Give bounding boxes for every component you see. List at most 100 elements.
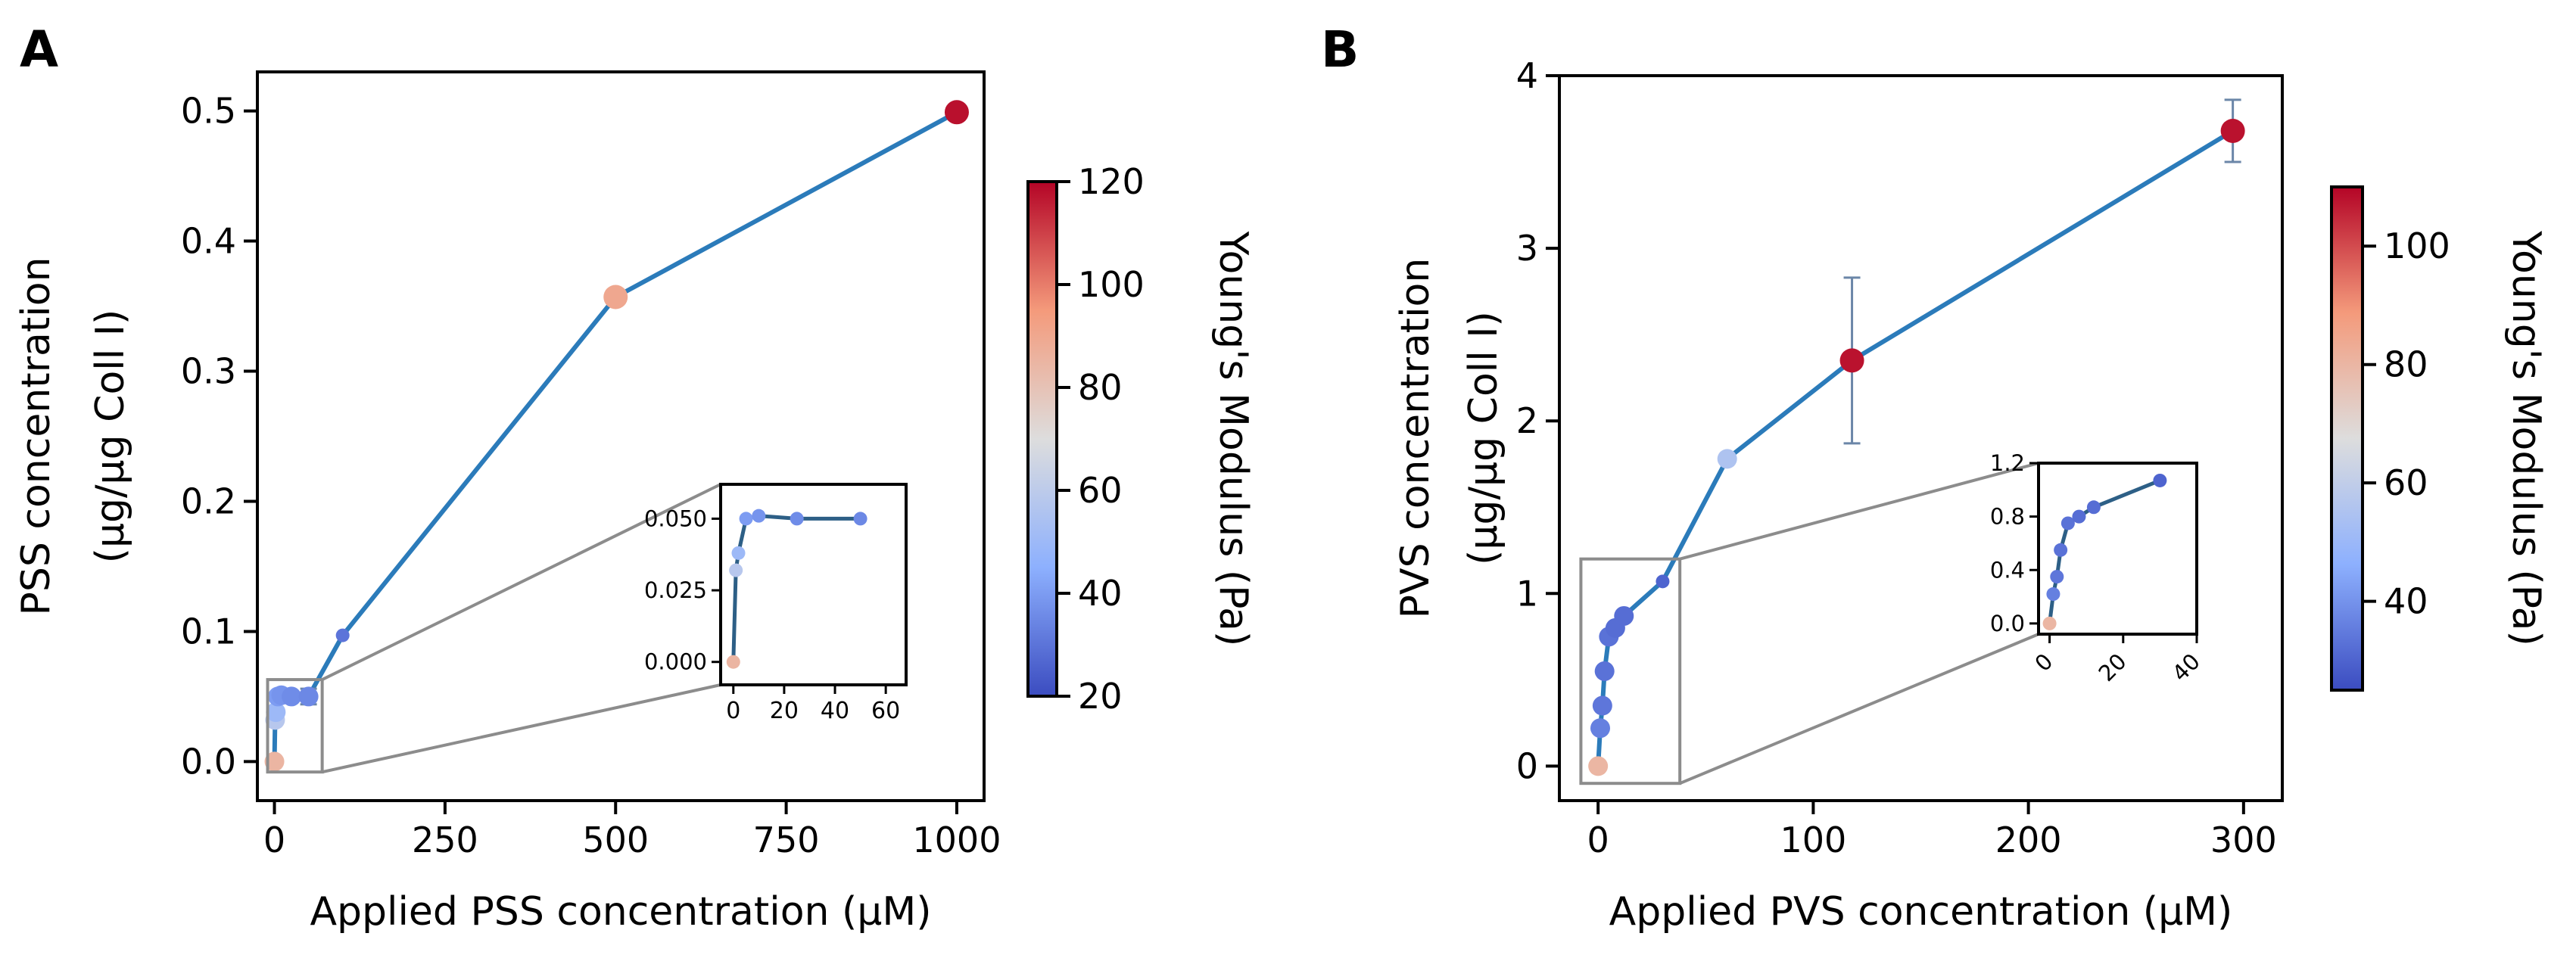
inset-data-point <box>726 655 740 669</box>
inset-data-point <box>2050 570 2064 584</box>
colorbar-gradient <box>2330 185 2364 692</box>
inset-data-point <box>731 546 746 560</box>
inset-data-point <box>2060 516 2075 530</box>
inset-data-point <box>2046 587 2060 602</box>
inset-x-tick-label: 20 <box>2094 649 2132 686</box>
inset-data-point <box>790 512 804 526</box>
inset-x-tick-label: 20 <box>770 698 799 724</box>
y-tick-label: 0.0 <box>181 741 236 782</box>
inset-y-tick-label: 0.050 <box>644 505 707 531</box>
y-tick-label: 0.1 <box>181 611 236 652</box>
inset-chart: 0 20 40 60 0.000 0.025 0.050 <box>644 483 908 724</box>
y-tick-label: 2 <box>1516 400 1538 441</box>
inset-data-point <box>2072 509 2086 524</box>
colorbar-tick-label: 40 <box>2384 581 2428 622</box>
colorbar-tick-label: 100 <box>1078 264 1145 305</box>
inset-y-tick-label: 0.0 <box>1990 611 2025 636</box>
inset-x-tick-label: 60 <box>871 698 900 724</box>
y-tick-label: 0.4 <box>181 221 236 262</box>
colorbar-tick-label: 60 <box>1078 470 1123 511</box>
inset-y-tick-label: 0.025 <box>644 577 707 603</box>
data-point <box>282 686 302 707</box>
chart-panel-a: A0 250 500 750 10000.00.10.20.30.40.5Applied… <box>14 20 1256 935</box>
x-tick-label: 750 <box>753 820 820 860</box>
data-point <box>335 628 350 642</box>
colorbar: 40 60 80 100 Young's Modulus (Pa) <box>2330 185 2549 692</box>
data-point <box>1594 661 1615 681</box>
data-point <box>1656 574 1670 589</box>
colorbar-tick-label: 60 <box>2384 462 2428 503</box>
data-point <box>2220 118 2245 143</box>
y-tick-label: 0.2 <box>181 481 236 521</box>
data-point <box>1614 605 1634 626</box>
x-tick-label: 300 <box>2210 820 2277 860</box>
inset-data-point <box>2153 473 2167 487</box>
data-point <box>1839 348 1864 373</box>
zoom-source-box <box>1579 557 1682 785</box>
zoom-source-box <box>266 678 324 774</box>
series-line-pvs <box>1596 129 2235 767</box>
inset-data-point <box>853 512 867 526</box>
plot-frame <box>1558 74 2284 802</box>
colorbar-tick-label: 20 <box>1078 676 1123 717</box>
zoom-connector-line <box>322 683 721 774</box>
inset-data-point <box>729 563 743 577</box>
colorbar-tick-label: 40 <box>1078 573 1123 614</box>
data-point <box>603 285 628 310</box>
inset-y-tick-label: 1.2 <box>1990 450 2025 476</box>
y-tick-label: 0.3 <box>181 351 236 392</box>
inset-y-tick-label: 0.000 <box>644 649 707 675</box>
y-axis-label: (μg/μg Coll I) <box>88 310 133 564</box>
y-tick-label: 0 <box>1516 745 1538 786</box>
colorbar: 20 40 60 80 100 120 Young's Modulus (Pa) <box>1026 161 1256 717</box>
inset-y-tick-label: 0.4 <box>1990 557 2025 583</box>
x-axis-label: Applied PSS concentration (μM) <box>310 889 931 935</box>
inset-chart: 0 20 40 0.0 0.4 0.8 1.2 <box>1990 450 2205 686</box>
data-point <box>944 100 969 125</box>
inset-x-tick-label: 0 <box>726 698 740 724</box>
colorbar-tick-label: 80 <box>1078 367 1123 408</box>
plot-frame <box>256 70 986 802</box>
y-tick-label: 1 <box>1516 573 1538 614</box>
panel-label: B <box>1321 20 1359 79</box>
x-tick-label: 200 <box>1995 820 2062 860</box>
colorbar-tick-label: 80 <box>2384 344 2428 385</box>
x-tick-label: 1000 <box>912 820 1001 860</box>
inset-data-point <box>2054 543 2068 557</box>
data-point <box>1588 756 1609 776</box>
data-point <box>1592 695 1612 716</box>
inset-y-tick-label: 0.8 <box>1990 504 2025 530</box>
inset-x-tick-label: 40 <box>2167 649 2205 686</box>
panel-label: A <box>20 20 58 79</box>
inset-data-point <box>739 512 753 526</box>
data-point <box>298 686 319 707</box>
y-tick-label: 0.5 <box>181 91 236 132</box>
y-tick-label: 4 <box>1516 55 1538 96</box>
data-point <box>264 751 285 772</box>
x-tick-label: 100 <box>1780 820 1846 860</box>
data-point <box>1590 718 1611 739</box>
y-axis-label: PVS concentration <box>1393 258 1438 619</box>
zoom-connector-line <box>1679 462 2039 561</box>
y-axis-label: PSS concentration <box>14 257 59 615</box>
x-tick-label: 0 <box>263 820 285 860</box>
inset-x-tick-label: 40 <box>821 698 849 724</box>
inset-x-tick-label: 0 <box>2029 649 2057 677</box>
x-axis-label: Applied PVS concentration (μM) <box>1609 889 2233 935</box>
x-tick-label: 0 <box>1587 820 1609 860</box>
x-tick-label: 250 <box>412 820 478 860</box>
inset-data-point <box>2042 616 2057 630</box>
zoom-connector-line <box>1679 633 2039 785</box>
colorbar-label: Young's Modulus (Pa) <box>1210 231 1256 647</box>
inset-data-point <box>2086 500 2101 515</box>
y-tick-label: 3 <box>1516 228 1538 269</box>
colorbar-tick-label: 120 <box>1078 161 1145 202</box>
colorbar-gradient <box>1026 180 1058 698</box>
colorbar-label: Young's Modulus (Pa) <box>2503 230 2549 646</box>
zoom-connector-line <box>321 483 721 681</box>
x-tick-label: 500 <box>582 820 649 860</box>
y-axis-label: (μg/μg Coll I) <box>1461 311 1506 565</box>
inset-data-point <box>752 509 766 523</box>
